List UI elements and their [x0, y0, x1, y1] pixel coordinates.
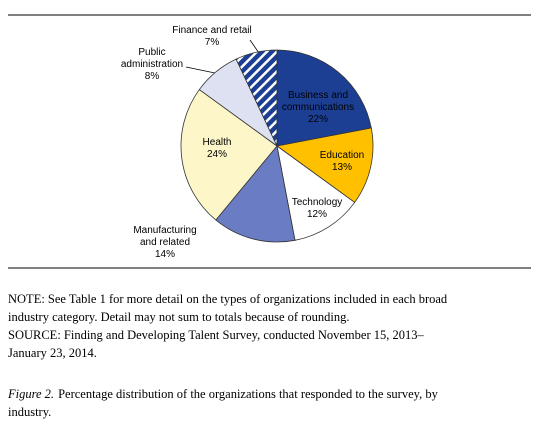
slice-label-line: Finance and retail [172, 25, 252, 36]
slice-label-line: Technology [292, 197, 343, 208]
slice-value-label: 12% [307, 209, 327, 220]
slice-label-line: and related [140, 237, 190, 248]
note-line: January 23, 2014. [8, 346, 97, 360]
slice-label-line: Health [203, 137, 232, 148]
slice-value-label: 24% [207, 149, 227, 160]
pie-slice [276, 49, 372, 147]
slice-value-label: 14% [155, 249, 175, 260]
caption: industry. [8, 405, 51, 419]
slice-label: Manufacturing and related [133, 225, 196, 248]
slice-label-line: communications [282, 102, 354, 113]
slice-label-line: Public [138, 47, 165, 58]
leader-line [249, 39, 260, 54]
note-line: industry category. Detail may not sum to… [8, 310, 349, 324]
slice-label-line: Education [320, 150, 364, 161]
slice-label-line: Business and [288, 90, 348, 101]
slice-value-label: 8% [145, 71, 160, 82]
caption: Figure 2. Percentage distribution of the … [7, 387, 439, 401]
slice-value-label: 13% [332, 162, 352, 173]
note-line: NOTE: See Table 1 for more detail on the… [8, 292, 448, 306]
pie-slice [215, 145, 296, 243]
leader-line [185, 66, 216, 74]
slice-label: Technology [292, 197, 343, 208]
pie-slice [276, 127, 374, 203]
pie-slice [235, 49, 278, 147]
caption-text: Percentage distribution of the organizat… [58, 387, 439, 401]
pie-slice [276, 145, 356, 241]
slice-label: Health [203, 137, 232, 148]
slice-label: Public administration [121, 47, 183, 70]
slice-label: Business and communications [282, 90, 354, 113]
slice-label-line: Manufacturing [133, 225, 196, 236]
slice-label: Finance and retail [172, 25, 252, 36]
note-line: SOURCE: Finding and Developing Talent Su… [8, 328, 424, 342]
slice-label-line: administration [121, 59, 183, 70]
slice-value-label: 7% [205, 37, 220, 48]
slice-label: Education [320, 150, 364, 161]
pie-slice [180, 89, 278, 221]
caption-label: Figure 2. [7, 387, 54, 401]
slice-value-label: 22% [308, 114, 328, 125]
